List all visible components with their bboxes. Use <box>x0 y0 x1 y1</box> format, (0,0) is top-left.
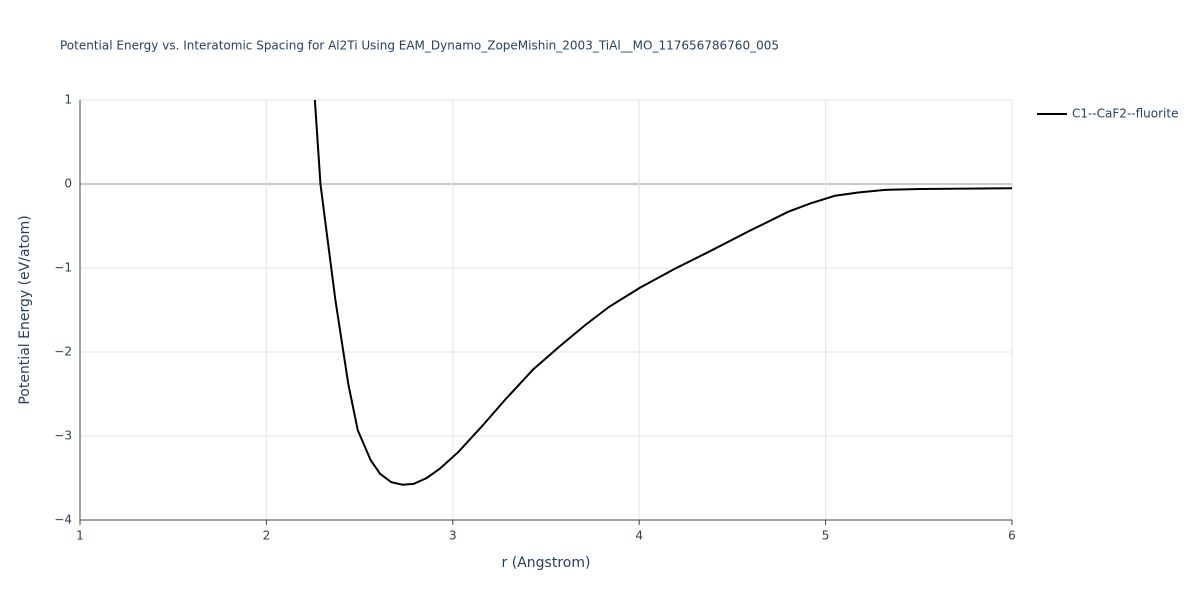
chart-title: Potential Energy vs. Interatomic Spacing… <box>60 39 779 53</box>
y-axis-title: Potential Energy (eV/atom) <box>17 215 33 404</box>
plot-area <box>313 100 1012 486</box>
y-tick-label: 0 <box>64 177 72 191</box>
x-tick-label: 4 <box>635 529 643 543</box>
y-tick-label: −3 <box>54 429 72 443</box>
y-tick-label: −4 <box>54 513 72 527</box>
x-tick-label: 6 <box>1008 529 1016 543</box>
x-tick-label: 2 <box>263 529 271 543</box>
x-tick-label: 3 <box>449 529 457 543</box>
y-tick-label: −2 <box>54 345 72 359</box>
x-tick-label: 1 <box>76 529 84 543</box>
line-series <box>313 100 1012 486</box>
legend-label: C1--CaF2--fluorite <box>1072 107 1178 121</box>
y-tick-label: 1 <box>64 93 72 107</box>
x-tick-label: 5 <box>822 529 830 543</box>
y-tick-label: −1 <box>54 261 72 275</box>
legend: C1--CaF2--fluorite <box>1037 107 1178 121</box>
x-axis-title: r (Angstrom) <box>502 555 591 571</box>
grid: −4 −3 −2 −1 0 1 1 2 3 4 5 6 <box>54 93 1016 543</box>
